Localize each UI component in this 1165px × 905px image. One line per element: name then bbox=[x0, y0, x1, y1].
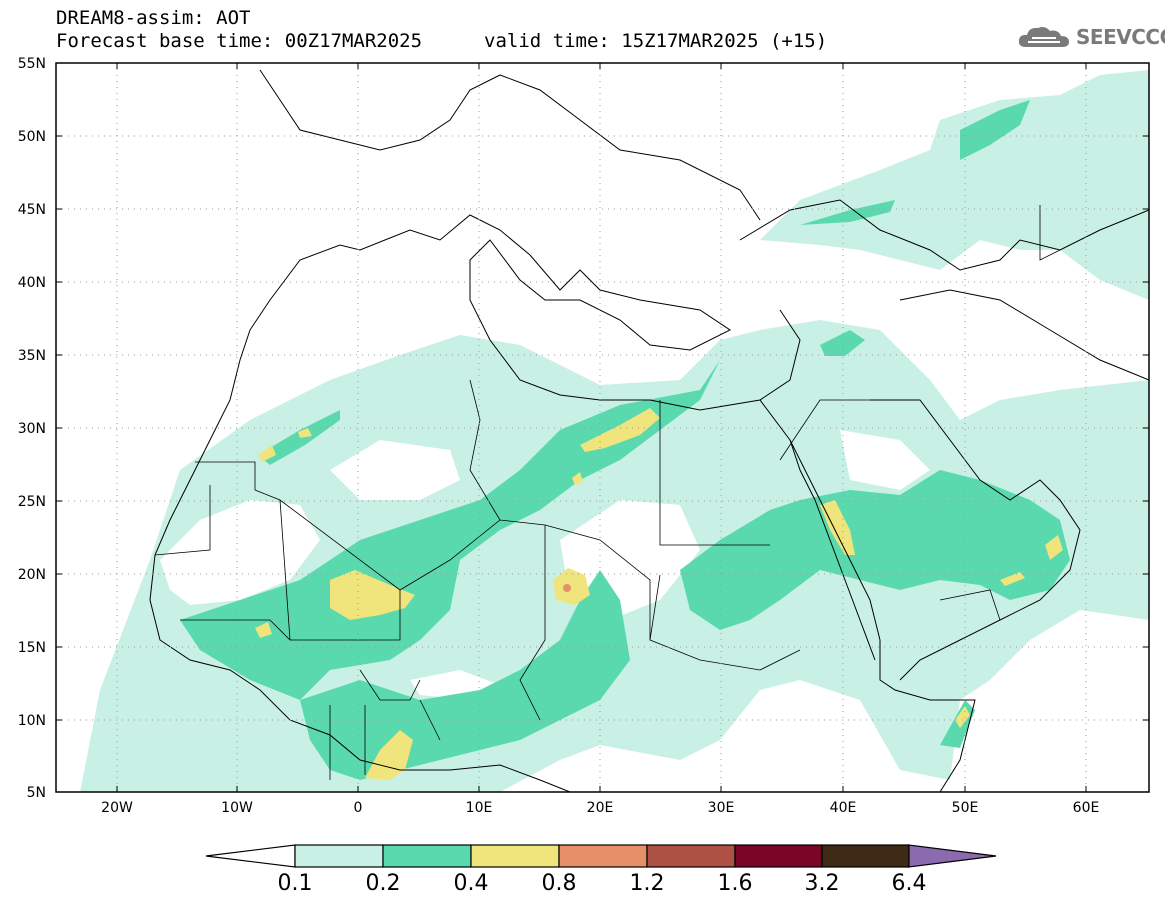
colorbar-label: 0.4 bbox=[454, 871, 489, 896]
colorbar-segment bbox=[294, 844, 384, 868]
aot-layer-yellow bbox=[955, 706, 970, 728]
colorbar bbox=[205, 844, 997, 868]
colorbar-segment bbox=[646, 844, 736, 868]
lat-label: 5N bbox=[27, 785, 46, 801]
map-title: DREAM8-assim: AOT bbox=[56, 7, 251, 29]
lat-label: 35N bbox=[18, 348, 46, 364]
aot-layer-yellow bbox=[255, 622, 272, 638]
lat-label: 10N bbox=[18, 713, 46, 729]
aot-layer-light bbox=[760, 70, 1149, 300]
aot-layer-yellow bbox=[258, 445, 276, 462]
aot-layer-medium bbox=[300, 570, 630, 780]
aot-layer-medium bbox=[820, 330, 865, 356]
lon-label: 10W bbox=[221, 800, 253, 816]
colorbar-label: 1.6 bbox=[718, 871, 753, 896]
coastlines bbox=[149, 69, 1149, 792]
colorbar-label: 0.8 bbox=[542, 871, 577, 896]
colorbar-labels: 0.1 0.2 0.4 0.8 1.2 1.6 3.2 6.4 bbox=[278, 871, 927, 896]
aot-layer-medium bbox=[960, 100, 1030, 160]
lon-label: 30E bbox=[708, 800, 735, 816]
colorbar-label: 0.2 bbox=[366, 871, 401, 896]
lat-label: 15N bbox=[18, 640, 46, 656]
aot-clear-area bbox=[330, 440, 460, 500]
colorbar-segment bbox=[734, 844, 823, 868]
colorbar-label: 0.1 bbox=[278, 871, 313, 896]
colorbar-under-arrow bbox=[205, 844, 296, 868]
aot-field bbox=[56, 63, 1149, 792]
colorbar-over-arrow bbox=[908, 844, 997, 868]
axis-ticks bbox=[56, 62, 1149, 793]
country-borders bbox=[154, 205, 1061, 780]
lat-label: 25N bbox=[18, 494, 46, 510]
aot-clear-area bbox=[840, 430, 930, 490]
valid-time: valid time: 15Z17MAR2025 (+15) bbox=[484, 30, 828, 52]
aot-layer-orange bbox=[563, 584, 571, 592]
lon-label: 20E bbox=[587, 800, 614, 816]
lon-label: 60E bbox=[1073, 800, 1100, 816]
aot-layer-yellow bbox=[1045, 535, 1063, 560]
lon-label: 20W bbox=[101, 800, 133, 816]
lon-labels: 20W 10W 0 10E 20E 30E 40E 50E 60E bbox=[101, 800, 1099, 816]
aot-layer-medium bbox=[258, 410, 340, 465]
colorbar-segment bbox=[821, 844, 910, 868]
aot-layer-light bbox=[1100, 400, 1149, 470]
colorbar-segment bbox=[382, 844, 472, 868]
aot-clear-area bbox=[160, 500, 320, 605]
forecast-base-time: Forecast base time: 00Z17MAR2025 bbox=[56, 30, 423, 52]
lat-label: 55N bbox=[18, 56, 46, 72]
graticule bbox=[56, 63, 1149, 792]
aot-layer-yellow bbox=[553, 568, 590, 605]
aot-layer-yellow bbox=[1000, 572, 1025, 586]
colorbar-label: 1.2 bbox=[630, 871, 665, 896]
colorbar-label: 3.2 bbox=[805, 871, 840, 896]
colorbar-segment bbox=[558, 844, 648, 868]
lat-label: 40N bbox=[18, 275, 46, 291]
lat-label: 20N bbox=[18, 567, 46, 583]
aot-layer-yellow bbox=[330, 570, 415, 620]
aot-layer-yellow bbox=[572, 472, 583, 485]
colorbar-label: 6.4 bbox=[892, 871, 927, 896]
lon-label: 10E bbox=[466, 800, 493, 816]
seevccc-logo: SEEVCCC bbox=[1016, 22, 1165, 52]
aot-layer-yellow bbox=[365, 730, 413, 780]
colorbar-segment bbox=[470, 844, 560, 868]
aot-layer-yellow bbox=[298, 428, 312, 438]
lat-labels: 55N 50N 45N 40N 35N 30N 25N 20N 15N 10N … bbox=[18, 56, 46, 801]
lon-label: 40E bbox=[830, 800, 857, 816]
cloud-icon bbox=[1018, 27, 1069, 47]
aot-layer-medium bbox=[680, 470, 1070, 630]
logo-text: SEEVCCC bbox=[1076, 25, 1165, 49]
lat-label: 50N bbox=[18, 129, 46, 145]
lon-label: 0 bbox=[354, 800, 363, 816]
lon-label: 50E bbox=[952, 800, 979, 816]
aot-layer-yellow bbox=[820, 500, 855, 555]
lat-label: 30N bbox=[18, 421, 46, 437]
aot-layer-medium bbox=[800, 200, 895, 225]
lat-label: 45N bbox=[18, 202, 46, 218]
